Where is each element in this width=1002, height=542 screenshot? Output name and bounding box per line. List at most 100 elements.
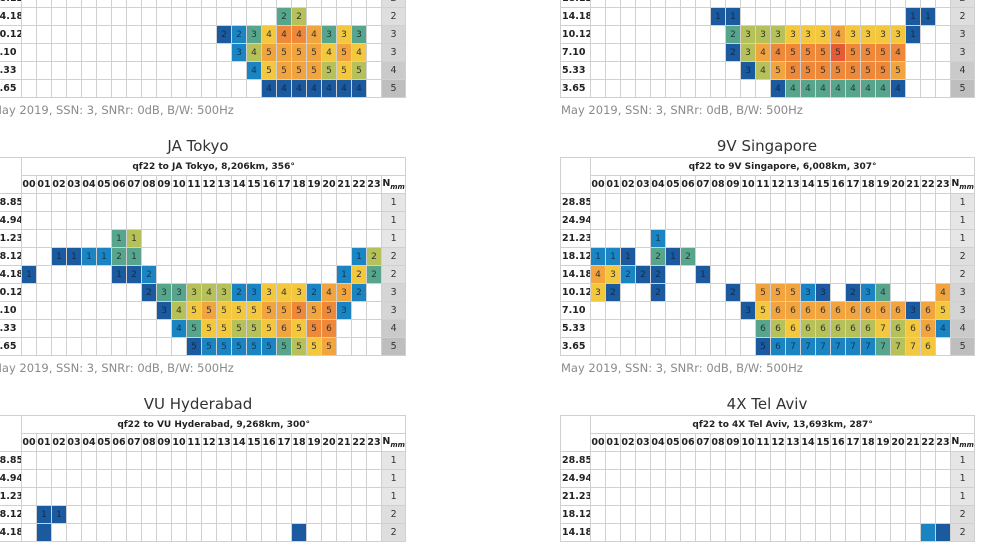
reliability-cell — [665, 319, 681, 338]
frequency-row: 28.85 1 — [560, 451, 976, 470]
reliability-cell — [156, 193, 172, 212]
reliability-cell — [755, 247, 771, 266]
frequency-label: 3.65 — [0, 337, 22, 356]
reliability-cell — [665, 265, 681, 284]
frequency-label: 7.10 — [0, 43, 22, 62]
reliability-cell — [291, 265, 307, 284]
reliability-cell: 5 — [815, 43, 831, 62]
reliability-cell — [51, 211, 67, 230]
reliability-cell — [875, 469, 891, 488]
reliability-cell — [171, 61, 187, 80]
reliability-cell: 6 — [770, 301, 786, 320]
frequency-row: 14.18 4 3 2 2 2 1 2 — [560, 265, 976, 284]
nmm-value: 2 — [950, 0, 975, 8]
reliability-cell — [740, 247, 756, 266]
reliability-cell — [785, 265, 801, 284]
reliability-cell — [246, 0, 262, 8]
reliability-cell: 6 — [920, 301, 936, 320]
reliability-cell — [755, 193, 771, 212]
reliability-cell — [276, 523, 292, 542]
reliability-cell — [111, 469, 127, 488]
frequency-row: 18.12 2 — [0, 0, 406, 8]
reliability-cell: 5 — [201, 319, 217, 338]
reliability-cell — [710, 61, 726, 80]
frequency-row: 5.33 6 6 6 6 6 6 6 6 7 6 6 6 4 4 — [560, 319, 976, 338]
reliability-cell — [36, 247, 52, 266]
reliability-cell — [366, 7, 382, 26]
reliability-cell: 5 — [321, 301, 337, 320]
reliability-cell: 3 — [890, 25, 906, 44]
reliability-cell: 7 — [815, 337, 831, 356]
reliability-cell — [935, 337, 951, 356]
reliability-cell — [785, 523, 801, 542]
reliability-cell: 2 — [306, 283, 322, 302]
reliability-cell — [216, 43, 232, 62]
nmm-value: 3 — [380, 301, 407, 320]
hour-header: 08 — [710, 433, 726, 452]
frequency-row: 14.18 2 — [0, 523, 407, 542]
reliability-cell: 5 — [785, 43, 801, 62]
frequency-label: 24.94 — [560, 211, 591, 230]
hour-header: 19 — [306, 433, 322, 452]
reliability-cell — [635, 487, 651, 506]
reliability-cell: 3 — [815, 25, 831, 44]
reliability-cell: 4 — [321, 283, 337, 302]
reliability-cell — [216, 265, 232, 284]
reliability-cell: 2 — [680, 247, 696, 266]
reliability-cell: 4 — [201, 283, 217, 302]
reliability-cell — [755, 505, 771, 524]
reliability-cell: 2 — [605, 283, 621, 302]
reliability-cell: 7 — [905, 337, 921, 356]
reliability-cell — [890, 469, 906, 488]
reliability-cell — [66, 451, 82, 470]
reliability-cell — [36, 319, 52, 338]
reliability-cell — [635, 0, 651, 8]
reliability-cell — [935, 61, 951, 80]
reliability-cell — [201, 211, 217, 230]
hour-header: 15 — [815, 175, 831, 194]
reliability-cell — [830, 229, 846, 248]
reliability-cell: 4 — [261, 25, 277, 44]
reliability-cell — [650, 337, 666, 356]
reliability-cell — [920, 229, 936, 248]
reliability-cell — [96, 193, 112, 212]
reliability-cell — [905, 193, 921, 212]
reliability-cell — [291, 247, 307, 266]
hour-header: 12 — [770, 433, 786, 452]
reliability-cell — [201, 79, 217, 98]
reliability-cell — [141, 25, 157, 44]
reliability-cell — [306, 487, 322, 506]
reliability-cell — [590, 469, 606, 488]
reliability-cell: 5 — [231, 337, 247, 356]
reliability-cell — [920, 79, 936, 98]
reliability-cell — [710, 469, 726, 488]
nmm-value: 2 — [380, 505, 407, 524]
reliability-cell — [291, 505, 307, 524]
reliability-cell — [785, 451, 801, 470]
reliability-cell — [695, 25, 711, 44]
reliability-cell: 5 — [246, 337, 262, 356]
hour-header: 03 — [66, 433, 82, 452]
reliability-cell — [126, 523, 142, 542]
reliability-cell — [21, 505, 37, 524]
frequency-label: 24.94 — [0, 211, 22, 230]
reliability-cell — [36, 523, 52, 542]
reliability-cell — [306, 265, 322, 284]
reliability-cell — [605, 7, 621, 26]
reliability-cell: 3 — [590, 283, 606, 302]
reliability-cell — [141, 211, 157, 230]
reliability-cell — [186, 229, 202, 248]
reliability-cell — [261, 193, 277, 212]
nmm-value: 2 — [949, 247, 976, 266]
reliability-cell — [231, 7, 247, 26]
reliability-cell: 1 — [905, 7, 921, 26]
reliability-cell — [590, 25, 606, 44]
reliability-cell: 2 — [725, 283, 741, 302]
reliability-cell — [635, 25, 651, 44]
reliability-cell — [336, 451, 352, 470]
reliability-cell — [96, 337, 112, 356]
reliability-cell: 3 — [740, 43, 756, 62]
reliability-cell: 4 — [890, 79, 906, 98]
